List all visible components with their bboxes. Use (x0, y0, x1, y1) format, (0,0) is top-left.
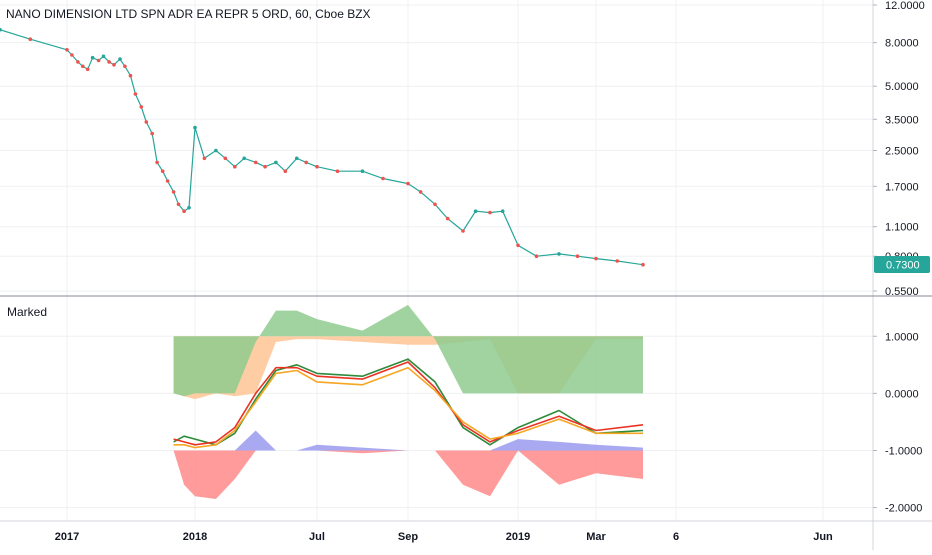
indicator-tick-label: -2.0000 (885, 503, 922, 515)
last-price-badge-bg (874, 256, 930, 273)
price-point (594, 256, 598, 261)
indicator-area-green (173, 304, 643, 397)
price-point (283, 169, 288, 173)
price-point (304, 160, 309, 165)
price-tick-label: 0.5500 (885, 286, 919, 298)
indicator-tick-label: 1.0000 (885, 331, 919, 343)
price-tick-label: 1.7000 (885, 181, 919, 193)
price-point (433, 202, 437, 207)
price-tick-label: 12.0000 (885, 0, 925, 12)
price-point (274, 160, 278, 165)
indicator-line (173, 366, 643, 449)
price-point (263, 164, 267, 169)
price-point (90, 55, 95, 60)
price-point (182, 209, 186, 213)
price-point (0, 27, 2, 32)
price-point (171, 190, 176, 194)
price-point (516, 243, 520, 248)
price-point (28, 37, 33, 41)
price-point (233, 164, 237, 169)
price-point (445, 216, 450, 221)
indicator-line (173, 361, 644, 446)
price-series-line (0, 29, 644, 266)
price-point (461, 229, 465, 233)
price-point (557, 252, 561, 256)
price-point (144, 120, 149, 124)
price-axis[interactable]: 12.0000 8.0000 5.0000 3.5000 2.5000 1.7000 1.1… (873, 0, 925, 298)
ribbon-layer (173, 358, 644, 449)
time-axis[interactable]: 2017 2018 Jul Sep 2019 Mar 6 Jun (55, 531, 833, 543)
price-point (101, 54, 106, 59)
indicator-tick-label: 0.0000 (885, 388, 919, 400)
price-point (150, 131, 154, 136)
price-point (133, 92, 138, 96)
last-price-badge: 0.7300 (874, 256, 930, 273)
price-point (65, 48, 69, 52)
indicator-axis[interactable]: 1.0000 0.0000 -1.0000 -2.0000 (873, 331, 922, 515)
price-point (70, 53, 74, 57)
price-tick-label: 2.5000 (885, 146, 919, 158)
price-point (85, 67, 90, 72)
time-tick-label: Mar (586, 531, 606, 543)
time-tick-label: 6 (673, 531, 679, 543)
price-point (295, 156, 299, 161)
price-point (488, 210, 492, 215)
price-point (123, 64, 127, 69)
price-point (107, 60, 111, 64)
indicator-line (173, 358, 644, 446)
price-point (128, 73, 133, 78)
price-point (360, 169, 365, 173)
symbol-title[interactable]: NANO DIMENSION LTD SPN ADR EA REPR 5 ORD… (6, 7, 371, 21)
time-tick-label: Jun (813, 531, 833, 543)
last-price-label: 0.7300 (886, 260, 920, 272)
price-point (641, 262, 645, 267)
price-point (139, 105, 144, 109)
price-layer (0, 27, 645, 267)
price-point (253, 160, 258, 165)
price-point (615, 259, 619, 263)
indicator-tick-label: -1.0000 (885, 445, 922, 457)
price-point (165, 179, 170, 183)
price-point (315, 164, 319, 169)
price-point (160, 169, 165, 173)
price-point (155, 160, 159, 165)
time-tick-label: 2019 (506, 531, 530, 543)
price-point (381, 176, 385, 181)
price-tick-label: 3.5000 (885, 114, 919, 126)
price-point (418, 190, 423, 194)
time-tick-label: Jul (309, 531, 325, 543)
price-point (112, 63, 116, 67)
price-point (76, 60, 80, 64)
price-tick-label: 5.0000 (885, 81, 919, 93)
indicator-area-blue (173, 430, 643, 451)
price-tick-label: 8.0000 (885, 38, 919, 50)
price-point (242, 156, 246, 161)
price-point (575, 254, 580, 258)
price-point (534, 254, 539, 258)
price-point (500, 209, 505, 213)
indicator-areas (173, 304, 643, 499)
price-point (187, 205, 191, 210)
price-point (406, 181, 410, 186)
price-point (118, 57, 122, 61)
indicator-title[interactable]: Marked (7, 305, 48, 319)
time-tick-label: 2018 (183, 531, 207, 543)
time-tick-label: 2017 (55, 531, 79, 543)
price-tick-label: 1.1000 (885, 222, 919, 234)
price-point (176, 202, 181, 207)
price-point (202, 156, 207, 161)
price-point (193, 125, 197, 130)
price-point (473, 209, 478, 213)
indicator-area-red (173, 450, 643, 499)
price-point (81, 64, 85, 69)
price-point (223, 156, 228, 161)
price-point (96, 58, 101, 63)
price-point (335, 169, 340, 173)
price-point (214, 148, 218, 153)
time-tick-label: Sep (398, 531, 418, 543)
